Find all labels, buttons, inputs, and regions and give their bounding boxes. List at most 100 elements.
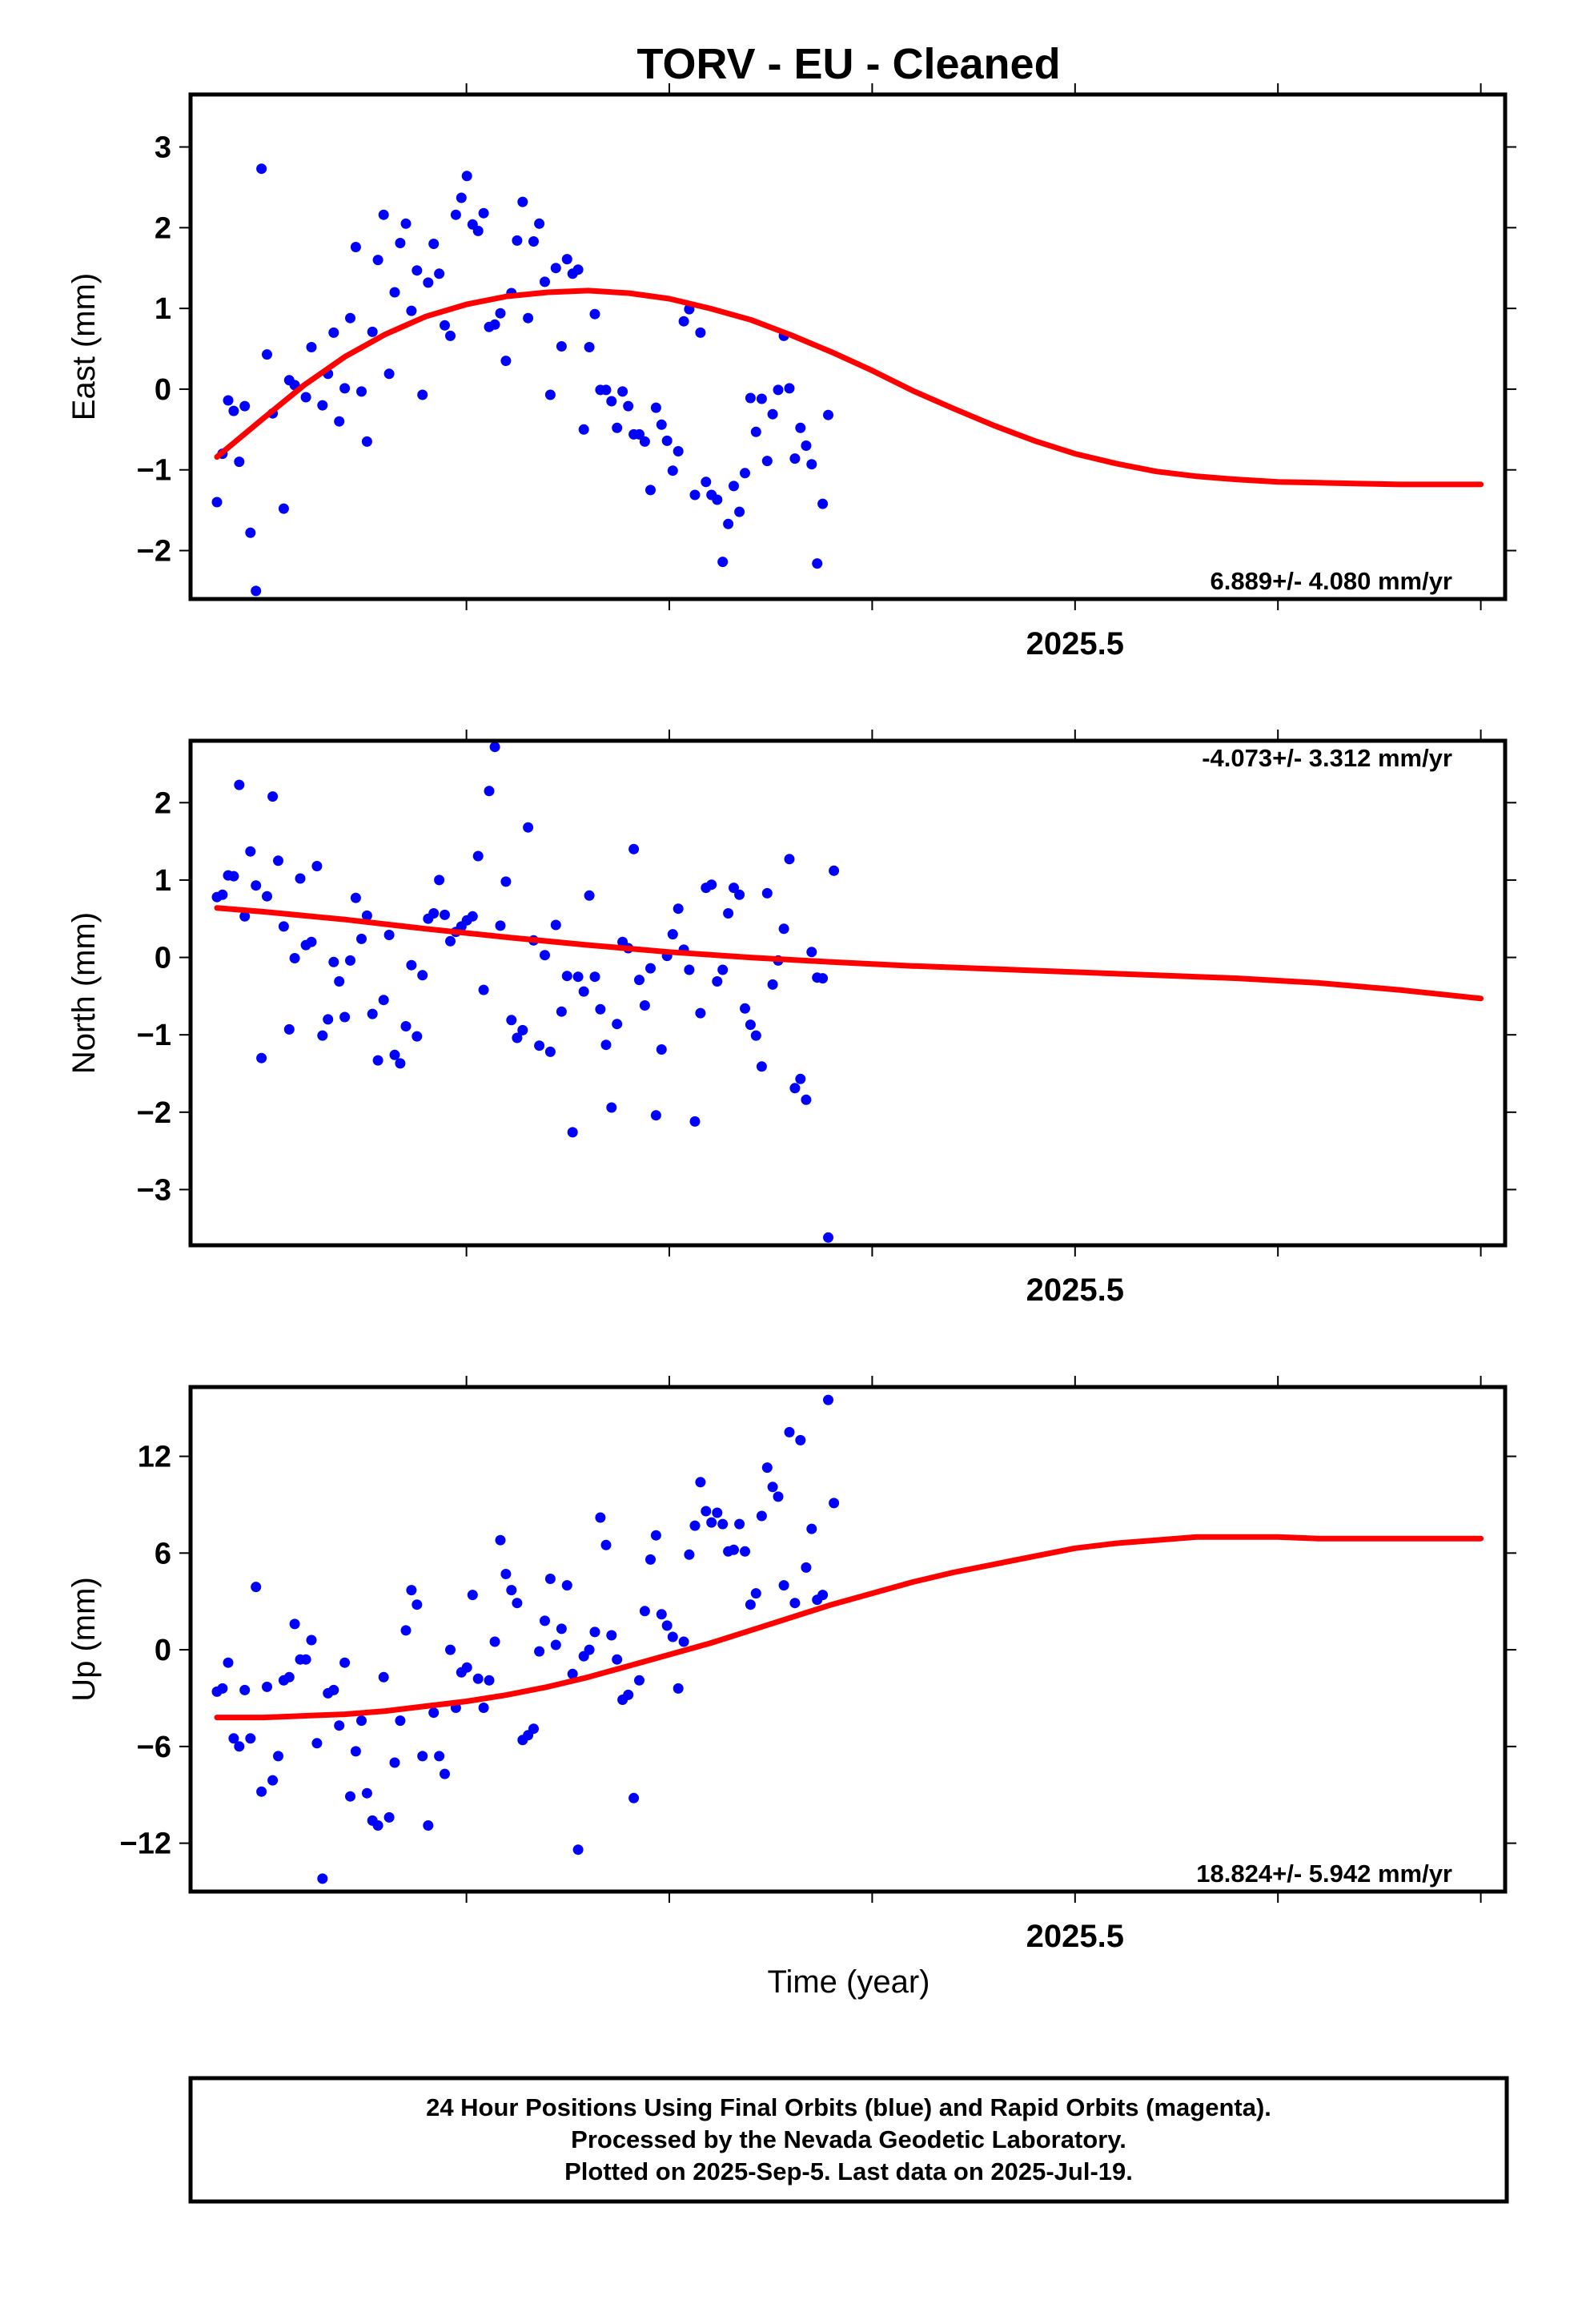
data-point bbox=[1090, 0, 1100, 6]
data-point bbox=[389, 1757, 400, 1768]
data-point bbox=[695, 327, 706, 338]
data-point bbox=[912, 0, 922, 6]
data-point bbox=[472, 850, 484, 862]
data-point bbox=[639, 1000, 650, 1011]
data-point bbox=[845, 0, 856, 6]
data-point bbox=[795, 1073, 806, 1084]
data-point bbox=[534, 1040, 545, 1051]
data-point bbox=[584, 1644, 595, 1655]
data-point bbox=[228, 870, 239, 882]
y-tick-label: 12 bbox=[138, 1441, 171, 1474]
data-point bbox=[689, 1116, 701, 1127]
data-point bbox=[957, 0, 967, 6]
y-tick-label: 1 bbox=[155, 864, 171, 898]
x-tick-label: 2025.5 bbox=[1026, 1919, 1124, 1954]
data-point bbox=[1118, 0, 1128, 6]
data-point bbox=[639, 436, 650, 447]
data-point bbox=[650, 1110, 661, 1121]
data-point bbox=[567, 1127, 578, 1138]
data-point bbox=[500, 356, 512, 367]
data-point bbox=[750, 426, 761, 437]
data-point bbox=[1151, 0, 1162, 6]
data-point bbox=[895, 0, 905, 6]
data-point bbox=[990, 0, 1000, 6]
data-point bbox=[851, 0, 861, 6]
data-point bbox=[734, 889, 745, 900]
data-point bbox=[628, 843, 640, 854]
data-point bbox=[917, 0, 928, 6]
data-point bbox=[978, 0, 989, 6]
data-point bbox=[478, 207, 489, 219]
data-point bbox=[489, 1636, 500, 1647]
data-point bbox=[262, 349, 272, 360]
data-point bbox=[623, 400, 634, 412]
data-point bbox=[383, 1811, 395, 1823]
data-point bbox=[423, 1820, 434, 1831]
data-point bbox=[934, 0, 945, 6]
data-point bbox=[283, 1671, 295, 1683]
data-point bbox=[689, 1520, 701, 1531]
data-point bbox=[1001, 0, 1011, 6]
y-tick-label: −6 bbox=[137, 1731, 171, 1764]
data-point bbox=[383, 368, 395, 380]
data-point bbox=[1157, 0, 1167, 6]
data-point bbox=[995, 0, 1006, 6]
data-point bbox=[1106, 0, 1117, 6]
data-point bbox=[917, 0, 928, 6]
data-point bbox=[840, 0, 850, 6]
data-point bbox=[544, 389, 556, 400]
data-point bbox=[750, 1030, 761, 1041]
data-point bbox=[361, 1787, 372, 1799]
data-point bbox=[1034, 0, 1045, 6]
data-point bbox=[962, 0, 973, 6]
data-point bbox=[361, 910, 372, 921]
rate-label-east: 6.889+/- 4.080 mm/yr bbox=[1211, 567, 1452, 595]
data-point bbox=[701, 476, 712, 488]
data-point bbox=[217, 889, 228, 900]
data-point bbox=[634, 975, 644, 986]
data-point bbox=[806, 947, 817, 958]
data-point bbox=[339, 383, 351, 394]
data-point bbox=[695, 1477, 706, 1488]
data-point bbox=[1095, 0, 1106, 6]
data-point bbox=[1123, 0, 1134, 6]
data-point bbox=[572, 971, 584, 983]
data-point bbox=[1068, 0, 1078, 6]
data-point bbox=[306, 936, 317, 947]
data-point bbox=[906, 0, 917, 6]
data-point bbox=[223, 1657, 234, 1668]
data-point bbox=[862, 0, 873, 6]
y-tick-label: −2 bbox=[137, 1096, 171, 1130]
data-point bbox=[317, 400, 328, 411]
data-point bbox=[1123, 0, 1134, 6]
data-point bbox=[978, 0, 989, 6]
data-point bbox=[645, 1554, 656, 1565]
data-point bbox=[267, 791, 279, 802]
y-tick-label: −12 bbox=[120, 1827, 171, 1861]
data-point bbox=[1068, 0, 1078, 6]
data-point bbox=[278, 921, 289, 932]
data-point bbox=[523, 312, 534, 324]
data-point bbox=[912, 0, 922, 6]
data-point bbox=[461, 1662, 472, 1673]
data-point bbox=[1062, 0, 1073, 6]
data-point bbox=[300, 1654, 311, 1665]
data-point bbox=[623, 1689, 634, 1700]
data-point bbox=[656, 419, 667, 430]
fit-curve-up bbox=[214, 1534, 1484, 1721]
y-tick-label: 2 bbox=[155, 211, 171, 245]
data-point bbox=[834, 0, 845, 6]
data-point bbox=[678, 316, 689, 327]
data-point bbox=[968, 0, 978, 6]
data-point bbox=[712, 494, 723, 505]
data-point bbox=[934, 0, 945, 6]
chart-title: TORV - EU - Cleaned bbox=[636, 40, 1060, 88]
y-tick-label: 0 bbox=[155, 1634, 171, 1667]
data-point bbox=[1074, 0, 1084, 6]
data-point bbox=[985, 0, 995, 6]
series-points-north bbox=[211, 0, 1128, 1243]
data-point bbox=[395, 1715, 406, 1727]
data-point bbox=[239, 1684, 251, 1695]
data-point bbox=[717, 1518, 729, 1530]
data-point bbox=[556, 1623, 567, 1634]
